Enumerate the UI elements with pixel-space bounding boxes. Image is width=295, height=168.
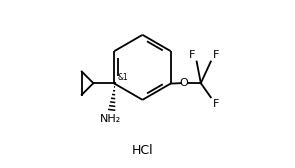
Text: F: F xyxy=(212,50,219,60)
Text: F: F xyxy=(212,99,219,109)
Text: HCl: HCl xyxy=(132,144,153,157)
Text: F: F xyxy=(189,50,195,60)
Text: NH₂: NH₂ xyxy=(99,114,121,124)
Text: O: O xyxy=(180,78,189,88)
Text: &1: &1 xyxy=(117,73,128,82)
